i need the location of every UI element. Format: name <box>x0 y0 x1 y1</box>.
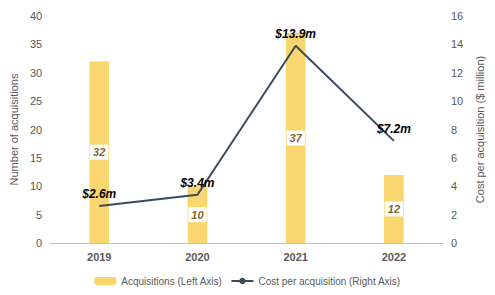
svg-text:4: 4 <box>451 180 457 192</box>
svg-text:8: 8 <box>451 124 457 136</box>
svg-text:6: 6 <box>451 152 457 164</box>
svg-text:Cost per acquisition ($ millio: Cost per acquisition ($ million) <box>474 56 486 203</box>
svg-text:5: 5 <box>36 209 42 221</box>
svg-text:10: 10 <box>191 209 204 221</box>
svg-text:$2.6m: $2.6m <box>81 187 116 201</box>
svg-text:16: 16 <box>451 10 463 22</box>
svg-text:35: 35 <box>30 38 42 50</box>
svg-text:40: 40 <box>30 10 42 22</box>
svg-text:15: 15 <box>30 152 42 164</box>
svg-text:37: 37 <box>290 132 303 144</box>
svg-text:10: 10 <box>30 180 42 192</box>
svg-text:20: 20 <box>30 124 42 136</box>
svg-text:Number of acquisitions: Number of acquisitions <box>8 73 20 185</box>
svg-text:$3.4m: $3.4m <box>179 176 214 190</box>
svg-text:2019: 2019 <box>87 251 111 263</box>
svg-text:12: 12 <box>451 67 463 79</box>
svg-text:2022: 2022 <box>382 251 406 263</box>
svg-text:30: 30 <box>30 67 42 79</box>
svg-text:10: 10 <box>451 95 463 107</box>
svg-text:$13.9m: $13.9m <box>274 27 316 41</box>
svg-text:12: 12 <box>388 203 400 215</box>
svg-text:2021: 2021 <box>283 251 307 263</box>
svg-text:$7.2m: $7.2m <box>376 122 411 136</box>
svg-text:14: 14 <box>451 38 463 50</box>
svg-text:0: 0 <box>36 237 42 249</box>
svg-text:Acquisitions (Left Axis): Acquisitions (Left Axis) <box>121 276 222 287</box>
svg-text:2020: 2020 <box>185 251 209 263</box>
svg-text:32: 32 <box>93 146 105 158</box>
svg-text:0: 0 <box>451 237 457 249</box>
svg-text:25: 25 <box>30 95 42 107</box>
svg-text:Cost per acquisition (Right Ax: Cost per acquisition (Right Axis) <box>258 276 400 287</box>
svg-text:2: 2 <box>451 209 457 221</box>
